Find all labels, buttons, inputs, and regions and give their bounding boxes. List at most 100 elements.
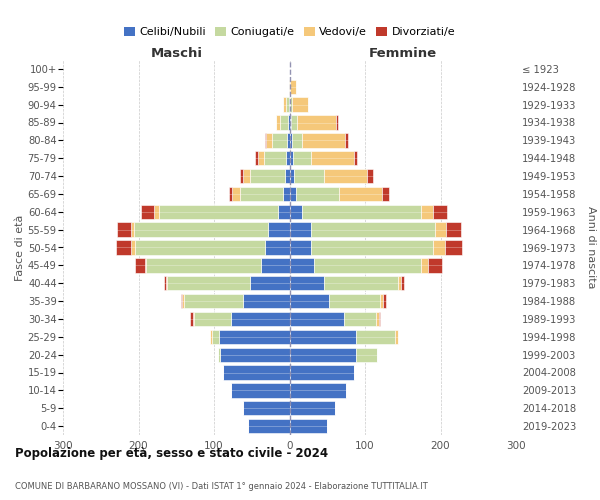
Bar (340, 187, 382, 201)
Bar (248, 419, 290, 433)
Bar (280, 116, 288, 130)
Bar (356, 330, 395, 344)
Bar (292, 98, 308, 112)
Bar (290, 366, 353, 380)
Bar (219, 330, 290, 344)
Bar (283, 187, 290, 201)
Bar (290, 348, 356, 362)
Bar (134, 222, 268, 237)
Bar (382, 187, 389, 201)
Bar (250, 276, 290, 290)
Bar (421, 258, 428, 272)
Bar (290, 169, 294, 183)
Bar (278, 204, 290, 219)
Bar (311, 222, 435, 237)
Bar (145, 258, 146, 272)
Bar (190, 312, 193, 326)
Bar (445, 240, 461, 254)
Bar (433, 240, 445, 254)
Bar (290, 151, 293, 166)
Bar (290, 116, 291, 130)
Bar (283, 98, 286, 112)
Y-axis label: Fasce di età: Fasce di età (15, 214, 25, 280)
Bar (329, 294, 380, 308)
Bar (401, 276, 404, 290)
Bar (290, 401, 335, 415)
Bar (258, 151, 264, 166)
Text: Femmine: Femmine (368, 47, 437, 60)
Bar (367, 169, 373, 183)
Legend: Celibi/Nubili, Coniugati/e, Vedovi/e, Divorziati/e: Celibi/Nubili, Coniugati/e, Vedovi/e, Di… (119, 22, 460, 42)
Bar (131, 240, 136, 254)
Bar (230, 383, 290, 398)
Bar (290, 383, 346, 398)
Bar (118, 222, 131, 237)
Bar (290, 276, 324, 290)
Bar (250, 169, 285, 183)
Bar (302, 204, 421, 219)
Bar (398, 276, 401, 290)
Bar (289, 80, 290, 94)
Bar (324, 276, 398, 290)
Bar (230, 312, 290, 326)
Bar (302, 133, 344, 148)
Bar (379, 312, 380, 326)
Bar (290, 80, 296, 94)
Bar (288, 116, 290, 130)
Bar (265, 240, 290, 254)
Bar (287, 133, 290, 148)
Bar (229, 187, 232, 201)
Bar (294, 169, 324, 183)
Bar (344, 312, 376, 326)
Bar (272, 133, 287, 148)
Bar (242, 294, 290, 308)
Bar (255, 151, 258, 166)
Bar (164, 276, 166, 290)
Bar (166, 276, 167, 290)
Bar (182, 294, 184, 308)
Bar (311, 240, 433, 254)
Bar (324, 169, 367, 183)
Bar (289, 98, 290, 112)
Bar (290, 133, 292, 148)
Bar (223, 366, 290, 380)
Bar (380, 294, 383, 308)
Bar (242, 401, 290, 415)
Bar (181, 294, 182, 308)
Bar (136, 240, 265, 254)
Bar (193, 312, 194, 326)
Bar (266, 133, 272, 148)
Bar (446, 222, 461, 237)
Bar (297, 116, 337, 130)
Bar (433, 204, 446, 219)
Bar (290, 258, 314, 272)
Bar (131, 222, 134, 237)
Bar (116, 240, 131, 254)
Bar (290, 312, 344, 326)
Bar (261, 258, 290, 272)
Bar (285, 169, 290, 183)
Bar (291, 116, 297, 130)
Bar (136, 258, 145, 272)
Bar (210, 330, 212, 344)
Bar (194, 312, 230, 326)
Bar (296, 187, 340, 201)
Bar (146, 258, 261, 272)
Bar (159, 204, 278, 219)
Bar (264, 151, 286, 166)
Bar (239, 169, 242, 183)
Bar (290, 240, 311, 254)
Bar (290, 204, 302, 219)
Bar (218, 348, 220, 362)
Bar (276, 116, 280, 130)
Bar (293, 151, 311, 166)
Bar (314, 258, 421, 272)
Bar (290, 98, 292, 112)
Bar (290, 294, 329, 308)
Bar (435, 222, 446, 237)
Bar (290, 187, 296, 201)
Bar (239, 187, 283, 201)
Bar (344, 133, 347, 148)
Bar (212, 330, 219, 344)
Text: COMUNE DI BARBARANO MOSSANO (VI) - Dati ISTAT 1° gennaio 2024 - Elaborazione TUT: COMUNE DI BARBARANO MOSSANO (VI) - Dati … (15, 482, 428, 491)
